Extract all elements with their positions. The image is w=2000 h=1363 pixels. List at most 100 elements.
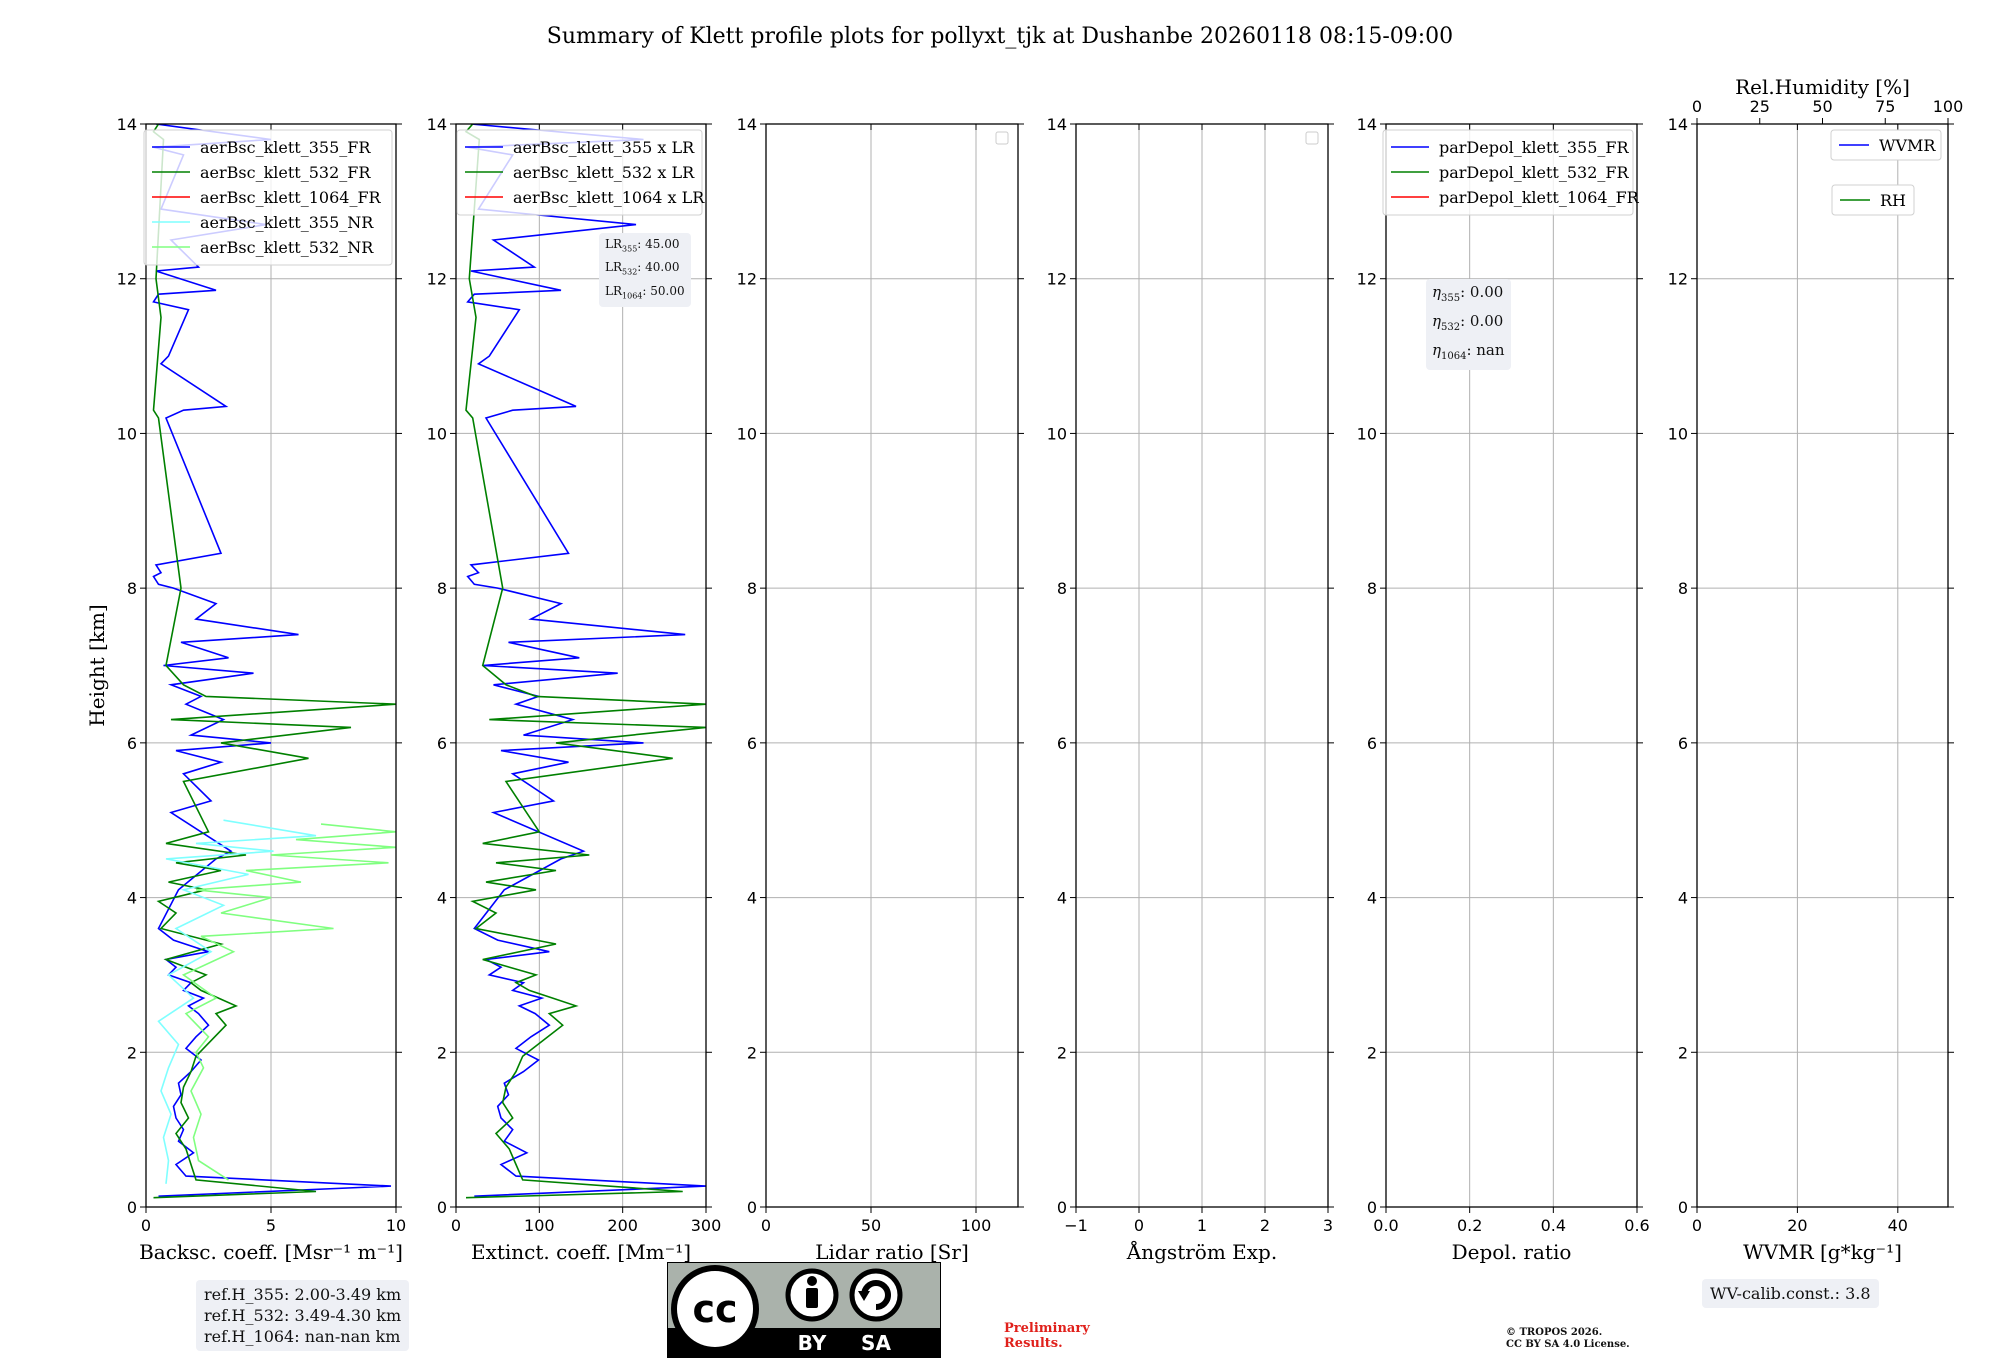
x-axis-label: Ångström Exp. bbox=[1126, 1239, 1277, 1264]
copyright-line-1: © TROPOS 2026. bbox=[1506, 1327, 1603, 1338]
reference-height-box: ref.H_355: 2.00-3.49 km ref.H_532: 3.49-… bbox=[196, 1280, 410, 1351]
x-tick-label: 40 bbox=[1888, 1216, 1908, 1235]
y-tick-label: 8 bbox=[1678, 579, 1688, 598]
y-tick-label: 6 bbox=[437, 734, 447, 753]
preliminary-line-1: Preliminary bbox=[1004, 1321, 1090, 1336]
y-tick-label: 2 bbox=[1678, 1043, 1688, 1062]
y-tick-label: 12 bbox=[1357, 270, 1377, 289]
x-tick-label: 0 bbox=[1692, 1216, 1702, 1235]
eta-355: η355: 0.00 bbox=[1432, 283, 1504, 304]
wv-calib-box: WV-calib.const.: 3.8 bbox=[1702, 1279, 1879, 1308]
y-tick-label: 12 bbox=[1047, 270, 1067, 289]
y-tick-label: 14 bbox=[1357, 115, 1377, 134]
sa-icon bbox=[849, 1268, 903, 1322]
y-tick-label: 12 bbox=[427, 270, 447, 289]
cc-text: cc bbox=[692, 1287, 737, 1331]
lidar-ratio-box: LR355: 45.00 LR532: 40.00 LR1064: 50.00 bbox=[599, 233, 691, 308]
ref-h-1064: ref.H_1064: nan-nan km bbox=[204, 1327, 401, 1346]
x-tick-label: 0.2 bbox=[1457, 1216, 1482, 1235]
y-tick-label: 2 bbox=[747, 1043, 757, 1062]
y-tick-label: 10 bbox=[1047, 424, 1067, 443]
y-tick-label: 4 bbox=[747, 889, 757, 908]
lr-532: LR532: 40.00 bbox=[605, 260, 680, 277]
copyright-line-2: CC BY SA 4.0 License. bbox=[1506, 1339, 1630, 1350]
y-tick-label: 8 bbox=[1367, 579, 1377, 598]
y-tick-label: 14 bbox=[427, 115, 447, 134]
figure-title: Summary of Klett profile plots for polly… bbox=[547, 24, 1453, 49]
x-tick-label: 0.6 bbox=[1624, 1216, 1649, 1235]
ref-h-532: ref.H_532: 3.49-4.30 km bbox=[204, 1306, 402, 1325]
legend-box bbox=[1831, 184, 1915, 216]
panel-backscatter: 0 5 10 0 2 4 6 8 10 12 14 Backsc. coeff. [Msr⁻¹ m⁻¹… bbox=[85, 115, 406, 1264]
x-axis-label: Extinct. coeff. [Mm⁻¹] bbox=[471, 1240, 691, 1264]
series-aerBsc_klett_532_FR bbox=[152, 124, 396, 1199]
legend-empty bbox=[995, 131, 1009, 145]
y-tick-label: 6 bbox=[747, 734, 757, 753]
x-tick-label: 0 bbox=[1134, 1216, 1144, 1235]
top-x-tick-label: 75 bbox=[1875, 97, 1895, 116]
x-tick-label: 1 bbox=[1197, 1216, 1207, 1235]
y-tick-label: 10 bbox=[1668, 424, 1688, 443]
sa-label: SA bbox=[861, 1331, 891, 1355]
y-tick-label: 12 bbox=[117, 270, 137, 289]
by-label: BY bbox=[798, 1331, 827, 1355]
cc-by-sa-logo[interactable]: cc BY SA bbox=[666, 1261, 942, 1359]
y-tick-label: 8 bbox=[127, 579, 137, 598]
y-tick-label: 14 bbox=[737, 115, 757, 134]
x-tick-label: 20 bbox=[1787, 1216, 1807, 1235]
x-tick-label: 3 bbox=[1323, 1216, 1333, 1235]
top-x-tick-label: 0 bbox=[1692, 97, 1702, 116]
legend-box bbox=[143, 129, 393, 266]
panel-wvmr: 0 20 40 0 2 4 6 8 10 12 14 WVMR [g*kg⁻¹] 0 25 50 75 100 R… bbox=[1668, 75, 1964, 1264]
copyright-note: © TROPOS 2026. CC BY SA 4.0 License. bbox=[1506, 1327, 1630, 1351]
top-x-tick-label: 25 bbox=[1750, 97, 1770, 116]
legend-label-aerBsc_klett_1064_FR: aerBsc_klett_1064_FR bbox=[200, 188, 382, 207]
legend-label-aerBsc_klett_1064 x LR: aerBsc_klett_1064 x LR bbox=[513, 188, 705, 207]
axes-frame bbox=[1696, 123, 1949, 1208]
y-tick-label: 0 bbox=[437, 1198, 447, 1217]
y-tick-label: 2 bbox=[127, 1043, 137, 1062]
lr-355: LR355: 45.00 bbox=[605, 237, 680, 254]
axes-frame bbox=[765, 123, 1019, 1208]
y-tick-label: 2 bbox=[437, 1043, 447, 1062]
y-tick-label: 0 bbox=[1367, 1198, 1377, 1217]
y-axis-label: Height [km] bbox=[85, 604, 109, 726]
legend-label-WVMR: WVMR bbox=[1879, 136, 1936, 155]
panel-extinction: 0 100 200 300 0 2 4 6 8 10 12 14 Extinct. coeff. [Mm… bbox=[427, 115, 722, 1264]
y-tick-label: 12 bbox=[737, 270, 757, 289]
legend-label-aerBsc_klett_355_FR: aerBsc_klett_355_FR bbox=[200, 138, 371, 157]
y-tick-label: 10 bbox=[1357, 424, 1377, 443]
y-tick-label: 8 bbox=[747, 579, 757, 598]
y-tick-label: 6 bbox=[1678, 734, 1688, 753]
x-tick-label: 0.4 bbox=[1541, 1216, 1566, 1235]
x-tick-label: 0.0 bbox=[1373, 1216, 1398, 1235]
y-tick-label: 0 bbox=[127, 1198, 137, 1217]
y-tick-label: 14 bbox=[1668, 115, 1688, 134]
eta-1064: η1064: nan bbox=[1432, 341, 1505, 362]
x-axis-label: Backsc. coeff. [Msr⁻¹ m⁻¹] bbox=[139, 1240, 403, 1264]
x-tick-label: 300 bbox=[691, 1216, 722, 1235]
legend-label-parDepol_klett_355_FR: parDepol_klett_355_FR bbox=[1439, 138, 1630, 157]
series-aerBsc_klett_532_NR bbox=[181, 823, 396, 1181]
x-tick-label: 0 bbox=[761, 1216, 771, 1235]
legend-box bbox=[456, 129, 703, 216]
y-tick-label: 2 bbox=[1057, 1043, 1067, 1062]
legend-label-parDepol_klett_1064_FR: parDepol_klett_1064_FR bbox=[1439, 188, 1640, 207]
y-tick-label: 6 bbox=[1057, 734, 1067, 753]
x-tick-label: −1 bbox=[1064, 1216, 1088, 1235]
legend-label-aerBsc_klett_355 x LR: aerBsc_klett_355 x LR bbox=[513, 138, 695, 157]
top-x-tick-label: 100 bbox=[1933, 97, 1964, 116]
top-x-axis-label: Rel.Humidity [%] bbox=[1735, 75, 1910, 99]
legend-label-aerBsc_klett_355_NR: aerBsc_klett_355_NR bbox=[200, 213, 374, 232]
x-tick-label: 5 bbox=[266, 1216, 276, 1235]
x-tick-label: 10 bbox=[386, 1216, 406, 1235]
legend-box bbox=[1382, 129, 1634, 216]
lr-1064: LR1064: 50.00 bbox=[605, 283, 685, 301]
top-x-tick-label: 50 bbox=[1812, 97, 1832, 116]
ref-h-355: ref.H_355: 2.00-3.49 km bbox=[204, 1285, 402, 1304]
y-tick-label: 10 bbox=[427, 424, 447, 443]
legend-empty bbox=[1305, 131, 1319, 145]
panel-lidar-ratio: 0 50 100 0 2 4 6 8 10 12 14 Lidar ratio [Sr] bbox=[737, 115, 1024, 1264]
legend-label-aerBsc_klett_532 x LR: aerBsc_klett_532 x LR bbox=[513, 163, 695, 182]
